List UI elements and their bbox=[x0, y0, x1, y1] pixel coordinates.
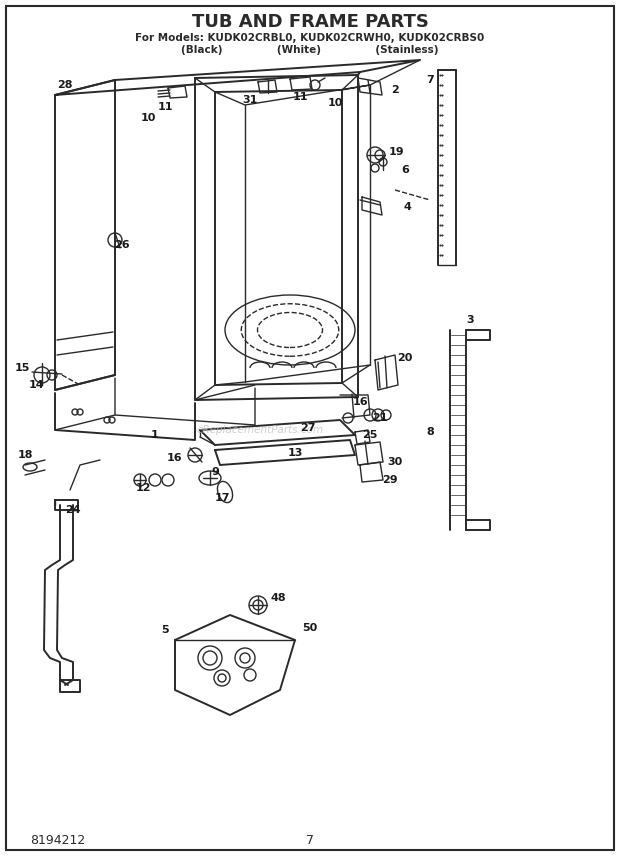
Text: TUB AND FRAME PARTS: TUB AND FRAME PARTS bbox=[192, 13, 428, 31]
Text: 12: 12 bbox=[135, 483, 151, 493]
Text: 9: 9 bbox=[211, 467, 219, 477]
Text: eReplacementParts.com: eReplacementParts.com bbox=[197, 425, 324, 435]
Text: 15: 15 bbox=[14, 363, 30, 373]
Text: 1: 1 bbox=[151, 430, 159, 440]
Text: 13: 13 bbox=[287, 448, 303, 458]
Text: 25: 25 bbox=[362, 430, 378, 440]
Text: 17: 17 bbox=[215, 493, 230, 503]
Text: 26: 26 bbox=[114, 240, 130, 250]
Text: 2: 2 bbox=[391, 85, 399, 95]
Text: 4: 4 bbox=[403, 202, 411, 212]
Text: 50: 50 bbox=[303, 623, 317, 633]
Text: 28: 28 bbox=[57, 80, 73, 90]
Text: 16: 16 bbox=[167, 453, 183, 463]
Text: 6: 6 bbox=[401, 165, 409, 175]
Text: 20: 20 bbox=[397, 353, 413, 363]
Text: 8: 8 bbox=[426, 427, 434, 437]
Text: For Models: KUDK02CRBL0, KUDK02CRWH0, KUDK02CRBS0: For Models: KUDK02CRBL0, KUDK02CRWH0, KU… bbox=[135, 33, 485, 43]
Text: 31: 31 bbox=[242, 95, 258, 105]
Text: 7: 7 bbox=[306, 834, 314, 847]
Text: 11: 11 bbox=[157, 102, 173, 112]
Text: 48: 48 bbox=[270, 593, 286, 603]
Text: 18: 18 bbox=[17, 450, 33, 460]
Text: 29: 29 bbox=[382, 475, 398, 485]
Text: 5: 5 bbox=[161, 625, 169, 635]
Text: 27: 27 bbox=[300, 423, 316, 433]
Text: 30: 30 bbox=[388, 457, 402, 467]
Text: 7: 7 bbox=[426, 75, 434, 85]
Text: 3: 3 bbox=[466, 315, 474, 325]
Text: (Black)               (White)               (Stainless): (Black) (White) (Stainless) bbox=[181, 45, 439, 55]
Text: 8194212: 8194212 bbox=[30, 834, 86, 847]
Text: 11: 11 bbox=[292, 92, 308, 102]
Text: 19: 19 bbox=[389, 147, 405, 157]
Text: 10: 10 bbox=[140, 113, 156, 123]
Text: 10: 10 bbox=[327, 98, 343, 108]
Text: 16: 16 bbox=[352, 397, 368, 407]
Text: 21: 21 bbox=[372, 413, 388, 423]
Text: 24: 24 bbox=[65, 505, 81, 515]
Text: 14: 14 bbox=[29, 380, 45, 390]
